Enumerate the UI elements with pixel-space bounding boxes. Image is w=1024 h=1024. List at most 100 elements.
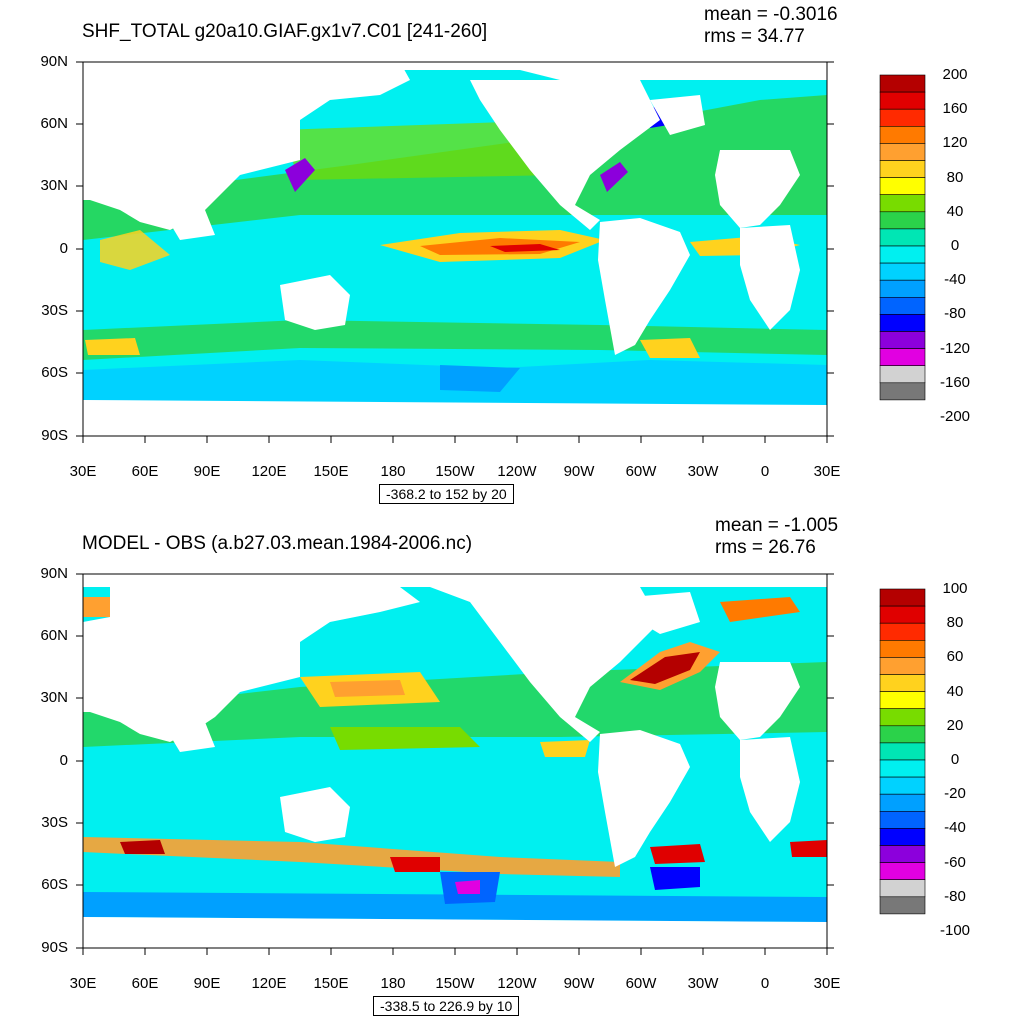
heat-region — [285, 158, 315, 192]
colorbar-swatch — [879, 296, 926, 315]
colorbar-swatch — [879, 108, 926, 127]
colorbar-swatch — [879, 657, 926, 675]
heat-region — [330, 727, 480, 750]
colorbar-label: -60 — [944, 853, 966, 871]
colorbar-label: 120 — [942, 134, 968, 152]
lon-label: 30E — [813, 975, 841, 992]
colorbar-swatch — [879, 759, 926, 778]
lat-label: 30N — [40, 689, 68, 706]
lon-label: 180 — [380, 463, 406, 480]
colorbar-swatch — [879, 91, 926, 110]
colorbar-swatch — [879, 725, 926, 744]
colorbar-swatch — [879, 605, 926, 624]
axis-ticks — [76, 61, 834, 443]
colorbar-swatch — [879, 708, 926, 727]
landmass — [740, 225, 800, 330]
colorbar-label: -120 — [939, 339, 971, 357]
landmass — [83, 574, 827, 587]
heat-region — [120, 840, 165, 854]
lon-label: 0 — [760, 975, 770, 992]
contour-info: -368.2 to 152 by 20 — [379, 484, 514, 504]
colorbar-label: 200 — [942, 66, 968, 83]
colorbar-swatches — [879, 74, 926, 401]
lon-label: 180 — [380, 975, 406, 992]
landmass — [715, 662, 800, 740]
colorbar-label: -160 — [939, 373, 971, 391]
colorbar-label: -40 — [944, 271, 966, 289]
axis-ticks — [76, 573, 834, 955]
landmass — [165, 210, 215, 240]
heat-region — [455, 880, 480, 894]
colorbar-swatch — [879, 348, 926, 367]
landmass — [650, 95, 705, 135]
heat-region — [280, 120, 560, 180]
landmass — [83, 587, 300, 742]
lon-label: 150E — [313, 975, 349, 992]
colorbar-swatch — [879, 862, 926, 881]
lon-label: 120W — [497, 975, 537, 992]
lon-label: 30W — [687, 975, 719, 992]
map-plot — [76, 61, 834, 443]
colorbar-label: 60 — [946, 648, 964, 666]
lat-label: 60N — [40, 115, 68, 132]
colorbar-swatch — [879, 896, 926, 915]
lat-label: 60S — [41, 364, 68, 381]
colorbar-swatch — [879, 262, 926, 281]
colorbar-swatch — [879, 160, 926, 178]
colorbar-swatch — [879, 279, 926, 298]
colorbar — [879, 588, 926, 915]
lat-label: 60N — [40, 627, 68, 644]
lon-label: 60E — [131, 975, 159, 992]
heat-region — [490, 244, 560, 252]
rms-stat: rms = 26.76 — [715, 537, 816, 558]
mean-stat: mean = -0.3016 — [704, 4, 838, 25]
heat-region — [650, 844, 705, 864]
colorbar-swatch — [879, 776, 926, 795]
landmass — [430, 587, 660, 742]
landmass — [250, 62, 410, 160]
lat-label: 90S — [41, 939, 68, 956]
lon-label: 150E — [313, 463, 349, 480]
landmass — [250, 587, 420, 677]
landmass — [83, 62, 300, 230]
lon-label: 150W — [435, 975, 475, 992]
heat-region — [600, 162, 628, 192]
colorbar-swatch — [879, 845, 926, 863]
colorbar-label: 160 — [942, 100, 968, 118]
rms-stat: rms = 34.77 — [704, 26, 805, 47]
lon-label: 60W — [625, 975, 657, 992]
heat-region — [540, 740, 590, 757]
heat-region — [720, 597, 800, 622]
lat-label: 30N — [40, 177, 68, 194]
landmass — [280, 275, 350, 330]
colorbar-label: 20 — [946, 716, 964, 734]
landmass — [83, 62, 827, 80]
lon-label: 90E — [193, 463, 221, 480]
heat-region — [440, 365, 520, 392]
colorbar-label: 40 — [946, 202, 964, 220]
lon-label: 120E — [251, 975, 287, 992]
lat-label: 0 — [59, 240, 68, 257]
heat-region — [640, 338, 700, 358]
colorbar-swatch — [879, 588, 926, 607]
heat-region — [330, 680, 405, 697]
lat-label: 90S — [41, 427, 68, 444]
landmass — [630, 592, 700, 634]
landmass — [715, 150, 800, 228]
heat-region — [650, 867, 700, 890]
colorbar-swatch — [879, 331, 926, 349]
colorbar-swatch — [879, 382, 926, 401]
lat-label: 30S — [41, 814, 68, 831]
colorbar-swatch — [879, 879, 926, 898]
mean-stat: mean = -1.005 — [715, 515, 839, 536]
colorbar-label: -20 — [944, 785, 966, 803]
colorbar-label: 0 — [950, 237, 960, 254]
colorbar-swatch — [879, 828, 926, 846]
colorbar — [879, 74, 926, 401]
colorbar-swatch — [879, 314, 926, 332]
colorbar-swatch — [879, 245, 926, 264]
contour-info: -338.5 to 226.9 by 10 — [373, 996, 520, 1016]
colorbar-label: -80 — [944, 887, 966, 905]
colorbar-swatch — [879, 691, 926, 710]
colorbar-label: -40 — [944, 819, 966, 837]
